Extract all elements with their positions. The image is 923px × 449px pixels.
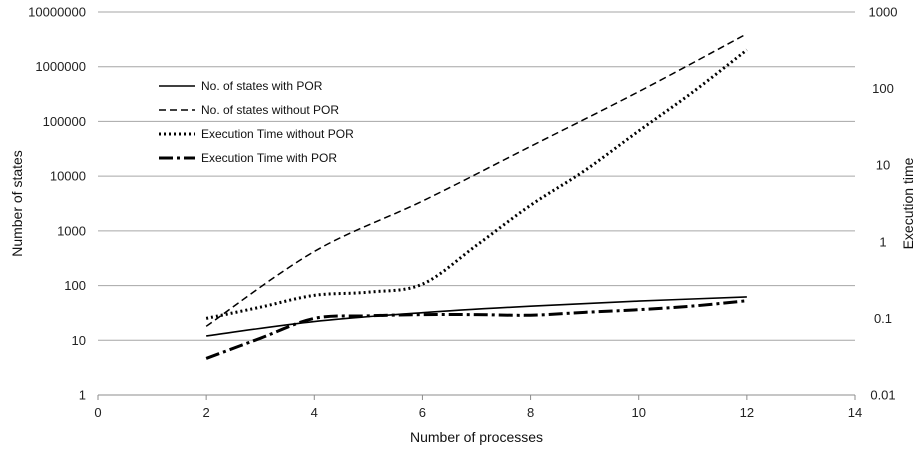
x-tick-label: 14 [848,405,862,420]
legend-label: No. of states without POR [201,103,339,117]
y2-tick-label: 1000 [869,5,898,20]
y-tick-label: 10000000 [28,5,86,20]
series-layer [205,33,748,360]
series-line-3 [205,48,748,320]
y2-tick-label: 0.1 [874,311,892,326]
grid-layer [98,11,855,341]
y2-tick-label: 10 [876,158,890,173]
series-line-1 [206,296,747,337]
x-tick-label: 12 [740,405,754,420]
legend-label: No. of states with POR [201,79,323,93]
y-tick-label: 1 [79,388,86,403]
y2-tick-label: 1 [879,234,886,249]
y-tick-label: 100 [64,278,86,293]
y-tick-label: 10000 [50,169,86,184]
x-tick-label: 2 [203,405,210,420]
y2-tick-label: 0.01 [870,388,895,403]
legend-label: Execution Time without POR [201,127,354,141]
x-tick-label: 0 [94,405,101,420]
x-tick-label: 6 [419,405,426,420]
legend-label: Execution Time with POR [201,151,337,165]
y2-tick-label: 100 [872,81,894,96]
x-tick-label: 10 [631,405,645,420]
y-axis-title: Number of states [9,150,25,257]
y-tick-label: 10 [72,333,86,348]
x-tick-label: 4 [311,405,318,420]
x-tick-label: 8 [527,405,534,420]
series-line-4 [205,299,748,360]
y-tick-label: 100000 [43,114,86,129]
x-axis-title: Number of processes [410,429,543,445]
legend: No. of states with POR No. of states with… [159,79,354,165]
series-line-2 [205,33,748,327]
y-tick-label: 1000 [57,223,86,238]
y2-axis-title: Execution time [900,157,916,249]
axes-layer: 1101001000100001000001000000100000000.01… [28,5,897,421]
y-tick-label: 1000000 [35,59,86,74]
